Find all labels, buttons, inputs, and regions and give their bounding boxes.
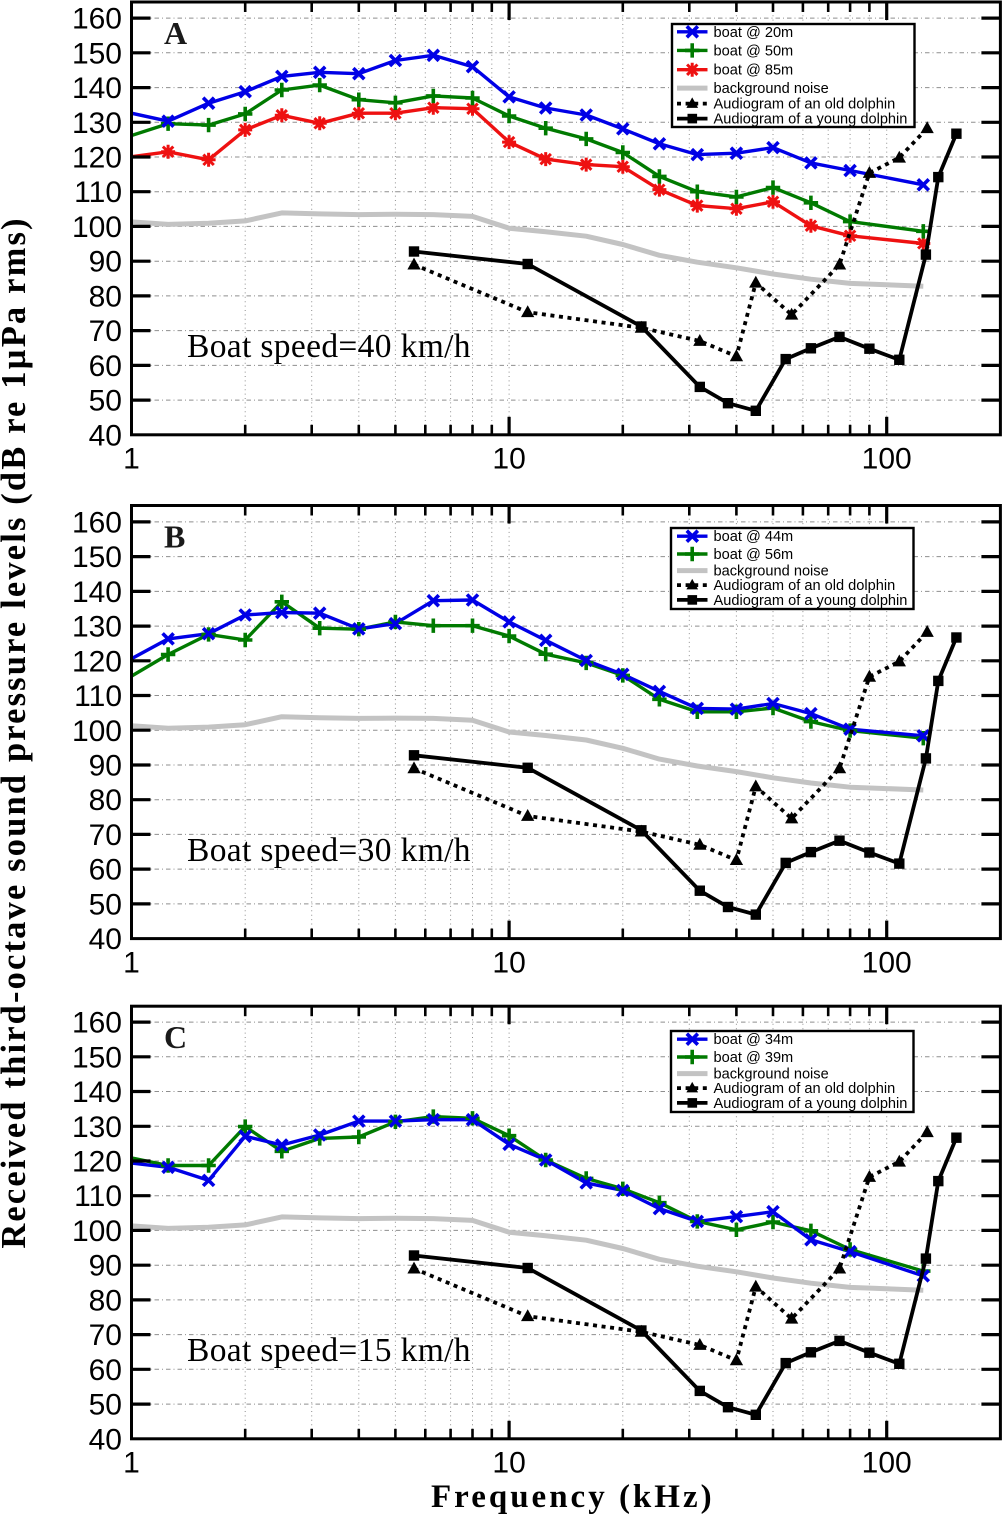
svg-text:60: 60 — [89, 854, 122, 887]
svg-text:120: 120 — [72, 142, 122, 175]
svg-text:A: A — [164, 15, 187, 51]
svg-text:140: 140 — [72, 576, 122, 609]
svg-text:Frequency (kHz): Frequency (kHz) — [431, 1479, 715, 1515]
svg-text:140: 140 — [72, 72, 122, 105]
svg-text:130: 130 — [72, 1111, 122, 1144]
svg-text:boat @ 34m: boat @ 34m — [714, 1032, 794, 1048]
svg-text:60: 60 — [89, 350, 122, 383]
svg-text:10: 10 — [492, 1447, 525, 1480]
svg-text:120: 120 — [72, 1146, 122, 1179]
svg-text:90: 90 — [89, 750, 122, 783]
svg-text:150: 150 — [72, 541, 122, 574]
svg-text:Boat speed=40 km/h: Boat speed=40 km/h — [187, 328, 471, 365]
svg-text:Audiogram of an old dolphin: Audiogram of an old dolphin — [714, 1081, 896, 1097]
svg-text:1: 1 — [123, 1447, 140, 1480]
svg-text:10: 10 — [492, 946, 525, 979]
svg-text:boat @ 85m: boat @ 85m — [714, 63, 794, 79]
svg-text:70: 70 — [89, 819, 122, 852]
svg-text:130: 130 — [72, 611, 122, 644]
svg-text:80: 80 — [89, 1284, 122, 1317]
svg-text:130: 130 — [72, 107, 122, 140]
svg-text:40: 40 — [89, 1423, 122, 1456]
svg-text:110: 110 — [74, 176, 122, 209]
svg-text:140: 140 — [72, 1076, 122, 1109]
svg-text:1: 1 — [123, 946, 140, 979]
svg-text:90: 90 — [89, 1250, 122, 1283]
svg-text:100: 100 — [862, 1447, 912, 1480]
svg-text:150: 150 — [72, 37, 122, 70]
svg-text:100: 100 — [862, 443, 912, 476]
svg-text:10: 10 — [492, 443, 525, 476]
svg-text:50: 50 — [89, 1389, 122, 1422]
svg-text:background noise: background noise — [714, 1067, 829, 1083]
svg-text:B: B — [164, 519, 185, 555]
svg-text:80: 80 — [89, 784, 122, 817]
svg-text:100: 100 — [72, 1215, 122, 1248]
svg-text:Audiogram of an old dolphin: Audiogram of an old dolphin — [714, 578, 896, 594]
svg-text:boat @ 44m: boat @ 44m — [714, 529, 794, 545]
svg-text:150: 150 — [72, 1041, 122, 1074]
svg-text:110: 110 — [74, 680, 122, 713]
svg-text:background noise: background noise — [714, 81, 829, 97]
svg-text:100: 100 — [862, 946, 912, 979]
svg-text:70: 70 — [89, 315, 122, 348]
svg-text:110: 110 — [74, 1180, 122, 1213]
svg-text:C: C — [164, 1019, 187, 1055]
svg-text:Audiogram of an old dolphin: Audiogram of an old dolphin — [714, 97, 896, 113]
svg-text:Boat speed=30 km/h: Boat speed=30 km/h — [187, 832, 471, 869]
svg-text:1: 1 — [123, 443, 140, 476]
svg-text:60: 60 — [89, 1354, 122, 1387]
svg-text:100: 100 — [72, 211, 122, 244]
svg-text:40: 40 — [89, 923, 122, 956]
svg-text:120: 120 — [72, 645, 122, 678]
svg-text:boat @ 56m: boat @ 56m — [714, 547, 794, 563]
svg-text:Audiogram of a young dolphin: Audiogram of a young dolphin — [714, 593, 908, 609]
svg-text:160: 160 — [72, 3, 122, 36]
svg-text:40: 40 — [89, 419, 122, 452]
svg-text:160: 160 — [72, 1007, 122, 1040]
svg-text:background noise: background noise — [714, 564, 829, 580]
svg-text:boat @ 20m: boat @ 20m — [714, 25, 794, 41]
svg-text:100: 100 — [72, 715, 122, 748]
svg-text:50: 50 — [89, 385, 122, 418]
svg-text:Audiogram of a young dolphin: Audiogram of a young dolphin — [714, 1096, 908, 1112]
svg-text:90: 90 — [89, 246, 122, 279]
svg-text:70: 70 — [89, 1319, 122, 1352]
svg-text:50: 50 — [89, 888, 122, 921]
svg-text:boat @ 39m: boat @ 39m — [714, 1050, 794, 1066]
svg-text:160: 160 — [72, 506, 122, 539]
svg-text:Audiogram of a young dolphin: Audiogram of a young dolphin — [714, 112, 908, 128]
svg-text:boat @ 50m: boat @ 50m — [714, 43, 794, 59]
svg-text:Received third-octave sound pr: Received third-octave sound pressure lev… — [0, 216, 33, 1248]
svg-text:80: 80 — [89, 280, 122, 313]
svg-text:Boat speed=15 km/h: Boat speed=15 km/h — [187, 1332, 471, 1369]
